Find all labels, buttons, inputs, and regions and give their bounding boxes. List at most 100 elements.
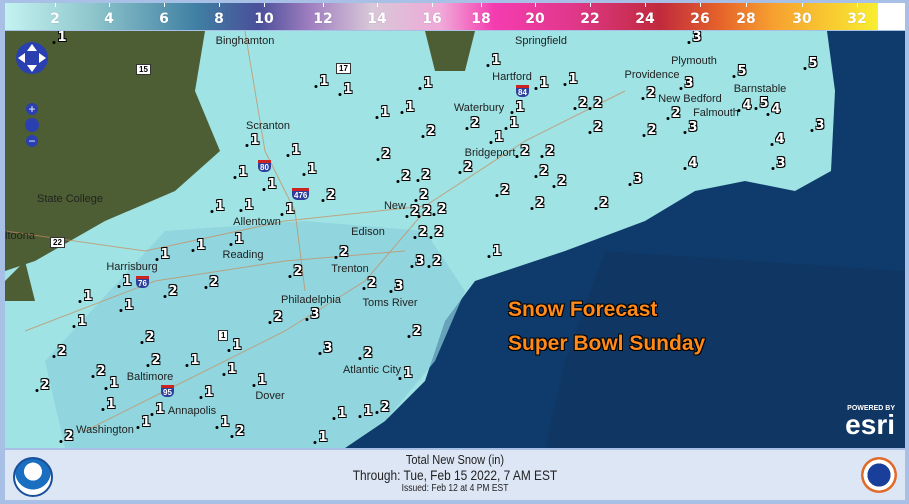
scale-tick-mark <box>432 3 433 7</box>
snow-amount-label: 1 <box>239 198 254 213</box>
scale-tick-label: 10 <box>254 11 274 27</box>
snow-amount-label: 2 <box>375 400 390 415</box>
snow-amount-label: 2 <box>666 106 681 121</box>
city-label: Harrisburg <box>106 261 158 273</box>
highway-shield: 476 <box>292 188 310 200</box>
city-label: Waterbury <box>453 102 505 114</box>
scale-tick-mark <box>746 3 747 7</box>
snow-area-medium <box>45 221 465 448</box>
snow-amount-label: 1 <box>117 274 132 289</box>
scale-tick-mark <box>700 3 701 7</box>
snow-amount-label: 2 <box>421 124 436 139</box>
city-label: Dover <box>255 390 285 402</box>
snow-amount-label: 1 <box>486 53 501 68</box>
snow-amount-label: 2 <box>396 169 411 184</box>
snow-amount-label: 2 <box>465 116 480 131</box>
scale-tick-label: 24 <box>635 11 655 27</box>
snow-amount-label: 2 <box>288 264 303 279</box>
city-label: State College <box>36 193 104 205</box>
city-label: Bridgeport <box>464 147 516 159</box>
city-label: Allentown <box>233 216 281 228</box>
footer-valid-through: Through: Tue, Feb 15 2022, 7 AM EST <box>352 467 558 483</box>
zoom-in-button[interactable] <box>26 103 38 115</box>
snow-amount-label: 3 <box>810 118 825 133</box>
scale-tick-mark <box>164 3 165 7</box>
city-label: Philadelphia <box>281 294 341 306</box>
snow-amount-label: 2 <box>588 120 603 135</box>
snow-amount-label: 1 <box>191 238 206 253</box>
powered-by-label: POWERED BY <box>847 405 895 412</box>
snow-amount-label: 2 <box>362 276 377 291</box>
snow-amount-label: 2 <box>432 202 447 217</box>
esri-attribution[interactable]: POWERED BY esri <box>845 405 895 440</box>
esri-logo: esri <box>845 409 895 440</box>
snow-amount-label: 2 <box>588 96 603 111</box>
city-label: Edison <box>351 226 385 238</box>
city-label: Atlantic City <box>342 364 402 376</box>
snow-forecast-map[interactable]: Snow Forecast Super Bowl Sunday Binghamt… <box>5 31 905 448</box>
snow-amount-label: 1 <box>563 72 578 87</box>
snow-amount-label: 2 <box>530 196 545 211</box>
scale-tick-mark <box>857 3 858 7</box>
city-label: Barnstable <box>733 83 787 95</box>
snow-amount-label: 3 <box>771 156 786 171</box>
snow-amount-label: 1 <box>227 338 242 353</box>
scale-tick-label: 16 <box>422 11 442 27</box>
headline-line-1: Snow Forecast <box>508 298 658 321</box>
snow-amount-label: 2 <box>334 245 349 260</box>
snow-amount-label: 1 <box>510 100 525 115</box>
snow-amount-label: 1 <box>400 100 415 115</box>
city-label: Toms River <box>362 297 418 309</box>
snow-amount-label: 1 <box>332 406 347 421</box>
snow-amount-label: 2 <box>594 196 609 211</box>
city-label: Providence <box>624 69 680 81</box>
scale-tick-label: 4 <box>104 11 114 27</box>
snow-amount-label: 1 <box>185 353 200 368</box>
snow-amount-label: 1 <box>155 247 170 262</box>
map-base <box>5 31 905 448</box>
snow-amount-label: 1 <box>262 177 277 192</box>
snow-amount-label: 1 <box>286 143 301 158</box>
snow-amount-label: 1 <box>78 289 93 304</box>
snow-amount-label: 2 <box>376 147 391 162</box>
snow-amount-label: 5 <box>754 96 769 111</box>
snow-amount-label: 1 <box>245 133 260 148</box>
snow-amount-label: 2 <box>407 324 422 339</box>
snow-amount-label: 3 <box>687 31 702 45</box>
snow-amount-label: 2 <box>91 364 106 379</box>
headline-line-2: Super Bowl Sunday <box>508 332 706 355</box>
city-label: Trenton <box>331 263 369 275</box>
scale-tick-mark <box>323 3 324 7</box>
snow-amount-label: 2 <box>146 353 161 368</box>
scale-tick-mark <box>55 3 56 7</box>
snow-amount-label: 2 <box>35 378 50 393</box>
snow-amount-label: 2 <box>230 424 245 439</box>
snow-amount-label: 1 <box>229 232 244 247</box>
pan-control[interactable]: + − <box>15 39 55 149</box>
scale-tick-mark <box>219 3 220 7</box>
scale-tick-label: 2 <box>50 11 60 27</box>
snow-amount-label: 1 <box>252 373 267 388</box>
snow-amount-label: 1 <box>136 415 151 430</box>
snow-amount-label: 1 <box>222 362 237 377</box>
snow-amount-label: 3 <box>389 279 404 294</box>
city-label: Annapolis <box>167 405 217 417</box>
snow-amount-label: 2 <box>268 310 283 325</box>
city-label: Reading <box>222 249 264 261</box>
snow-amount-label: 4 <box>766 102 781 117</box>
zoom-out-button[interactable] <box>26 135 38 147</box>
snow-amount-label: 1 <box>375 105 390 120</box>
snow-amount-label: 1 <box>215 415 230 430</box>
snow-amount-label: 5 <box>732 64 747 79</box>
snow-amount-label: 1 <box>314 74 329 89</box>
snow-amount-label: 2 <box>540 144 555 159</box>
snow-amount-label: 1 <box>72 314 87 329</box>
highway-shield: 76 <box>136 276 149 288</box>
terrain-no-snow-2 <box>425 31 475 71</box>
snow-amount-label: 2 <box>321 188 336 203</box>
snow-amount-label: 1 <box>150 402 165 417</box>
city-label: New <box>383 200 407 212</box>
snow-amount-label: 2 <box>413 225 428 240</box>
globe-icon[interactable] <box>25 118 39 132</box>
city-label: ltoona <box>5 230 35 242</box>
